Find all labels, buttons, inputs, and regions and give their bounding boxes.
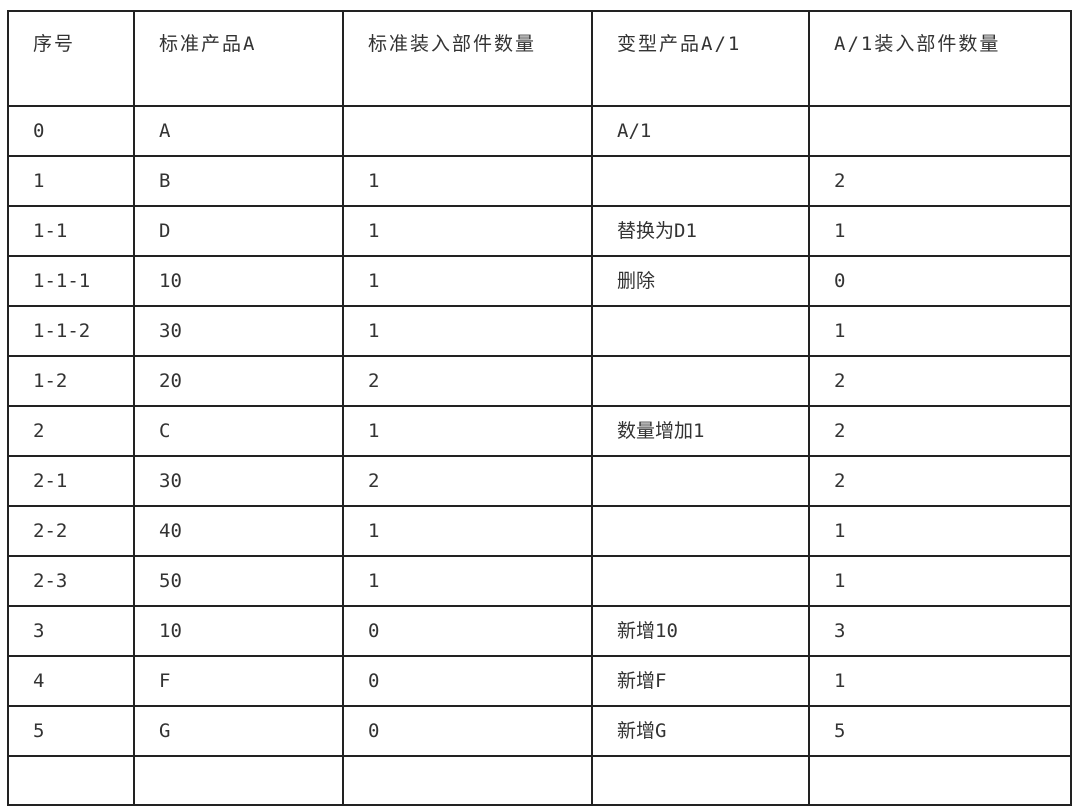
- cell-seq: 1: [7, 155, 135, 207]
- cell-variant-product: [591, 305, 810, 357]
- table-row: 1-1-2 30 1 1: [7, 305, 1072, 357]
- cell-standard-qty: 1: [342, 555, 593, 607]
- cell-standard-product: D: [133, 205, 344, 257]
- table-row: 4 F 0 新增F 1: [7, 655, 1072, 707]
- table-row: 5 G 0 新增G 5: [7, 705, 1072, 757]
- table-row: 2-3 50 1 1: [7, 555, 1072, 607]
- column-header-variant-product: 变型产品A/1: [591, 10, 810, 107]
- cell-standard-product: B: [133, 155, 344, 207]
- cell-seq: 1-1-2: [7, 305, 135, 357]
- cell-variant-product: [591, 505, 810, 557]
- cell-variant-qty: 1: [808, 205, 1072, 257]
- cell-variant-qty: 2: [808, 155, 1072, 207]
- cell-standard-product: 30: [133, 455, 344, 507]
- cell-variant-product: 替换为D1: [591, 205, 810, 257]
- cell-seq: 1-2: [7, 355, 135, 407]
- cell-variant-product: 新增10: [591, 605, 810, 657]
- cell-variant-qty: 2: [808, 355, 1072, 407]
- table-row: 0 A A/1: [7, 105, 1072, 157]
- table-row: 2-1 30 2 2: [7, 455, 1072, 507]
- cell-standard-qty: 2: [342, 355, 593, 407]
- header-row: 序号 标准产品A 标准装入部件数量 变型产品A/1 A/1装入部件数量: [7, 10, 1072, 107]
- cell-standard-product: G: [133, 705, 344, 757]
- column-header-variant-qty: A/1装入部件数量: [808, 10, 1072, 107]
- cell-standard-product: 10: [133, 255, 344, 307]
- cell-standard-product: [133, 755, 344, 806]
- table-row: 1-1 D 1 替换为D1 1: [7, 205, 1072, 257]
- cell-standard-qty: 1: [342, 155, 593, 207]
- cell-standard-qty: 0: [342, 655, 593, 707]
- cell-seq: 2-1: [7, 455, 135, 507]
- cell-variant-product: 新增G: [591, 705, 810, 757]
- cell-variant-qty: 1: [808, 305, 1072, 357]
- cell-variant-qty: 1: [808, 555, 1072, 607]
- cell-standard-qty: 1: [342, 255, 593, 307]
- table-row: [7, 755, 1072, 806]
- cell-variant-qty: 5: [808, 705, 1072, 757]
- table-row: 2-2 40 1 1: [7, 505, 1072, 557]
- cell-standard-product: C: [133, 405, 344, 457]
- cell-seq: 2-3: [7, 555, 135, 607]
- column-header-standard-product: 标准产品A: [133, 10, 344, 107]
- cell-variant-product: [591, 555, 810, 607]
- cell-variant-product: A/1: [591, 105, 810, 157]
- cell-variant-product: [591, 355, 810, 407]
- cell-standard-qty: 0: [342, 605, 593, 657]
- cell-seq: 2: [7, 405, 135, 457]
- cell-variant-qty: [808, 105, 1072, 157]
- cell-standard-product: A: [133, 105, 344, 157]
- cell-variant-product: 新增F: [591, 655, 810, 707]
- cell-variant-qty: 0: [808, 255, 1072, 307]
- cell-seq: 3: [7, 605, 135, 657]
- table-row: 2 C 1 数量增加1 2: [7, 405, 1072, 457]
- cell-seq: [7, 755, 135, 806]
- cell-variant-qty: 1: [808, 655, 1072, 707]
- table-row: 1-2 20 2 2: [7, 355, 1072, 407]
- cell-standard-qty: 2: [342, 455, 593, 507]
- cell-standard-qty: 1: [342, 205, 593, 257]
- cell-variant-qty: [808, 755, 1072, 806]
- cell-seq: 2-2: [7, 505, 135, 557]
- table-row: 3 10 0 新增10 3: [7, 605, 1072, 657]
- cell-standard-product: 10: [133, 605, 344, 657]
- cell-standard-product: 20: [133, 355, 344, 407]
- table-body: 0 A A/1 1 B 1 2 1-1 D 1 替换为D1 1 1-1-1 10 1 删除 0 1-1-2 30 1 1…: [7, 105, 1072, 806]
- bom-comparison-table: 序号 标准产品A 标准装入部件数量 变型产品A/1 A/1装入部件数量 0 A A/1 1 B 1…: [7, 10, 1072, 806]
- cell-variant-qty: 1: [808, 505, 1072, 557]
- cell-variant-product: 删除: [591, 255, 810, 307]
- table-row: 1-1-1 10 1 删除 0: [7, 255, 1072, 307]
- cell-seq: 4: [7, 655, 135, 707]
- cell-standard-qty: 1: [342, 405, 593, 457]
- cell-variant-product: [591, 155, 810, 207]
- cell-standard-qty: [342, 755, 593, 806]
- cell-standard-qty: 1: [342, 505, 593, 557]
- cell-variant-product: [591, 755, 810, 806]
- cell-seq: 5: [7, 705, 135, 757]
- cell-seq: 0: [7, 105, 135, 157]
- cell-standard-product: 30: [133, 305, 344, 357]
- column-header-standard-qty: 标准装入部件数量: [342, 10, 593, 107]
- cell-standard-qty: [342, 105, 593, 157]
- cell-standard-qty: 0: [342, 705, 593, 757]
- column-header-seq: 序号: [7, 10, 135, 107]
- cell-standard-product: F: [133, 655, 344, 707]
- cell-standard-product: 50: [133, 555, 344, 607]
- cell-variant-qty: 3: [808, 605, 1072, 657]
- cell-variant-qty: 2: [808, 455, 1072, 507]
- cell-seq: 1-1-1: [7, 255, 135, 307]
- cell-variant-qty: 2: [808, 405, 1072, 457]
- cell-seq: 1-1: [7, 205, 135, 257]
- cell-variant-product: [591, 455, 810, 507]
- cell-variant-product: 数量增加1: [591, 405, 810, 457]
- cell-standard-product: 40: [133, 505, 344, 557]
- cell-standard-qty: 1: [342, 305, 593, 357]
- table-header: 序号 标准产品A 标准装入部件数量 变型产品A/1 A/1装入部件数量: [7, 10, 1072, 107]
